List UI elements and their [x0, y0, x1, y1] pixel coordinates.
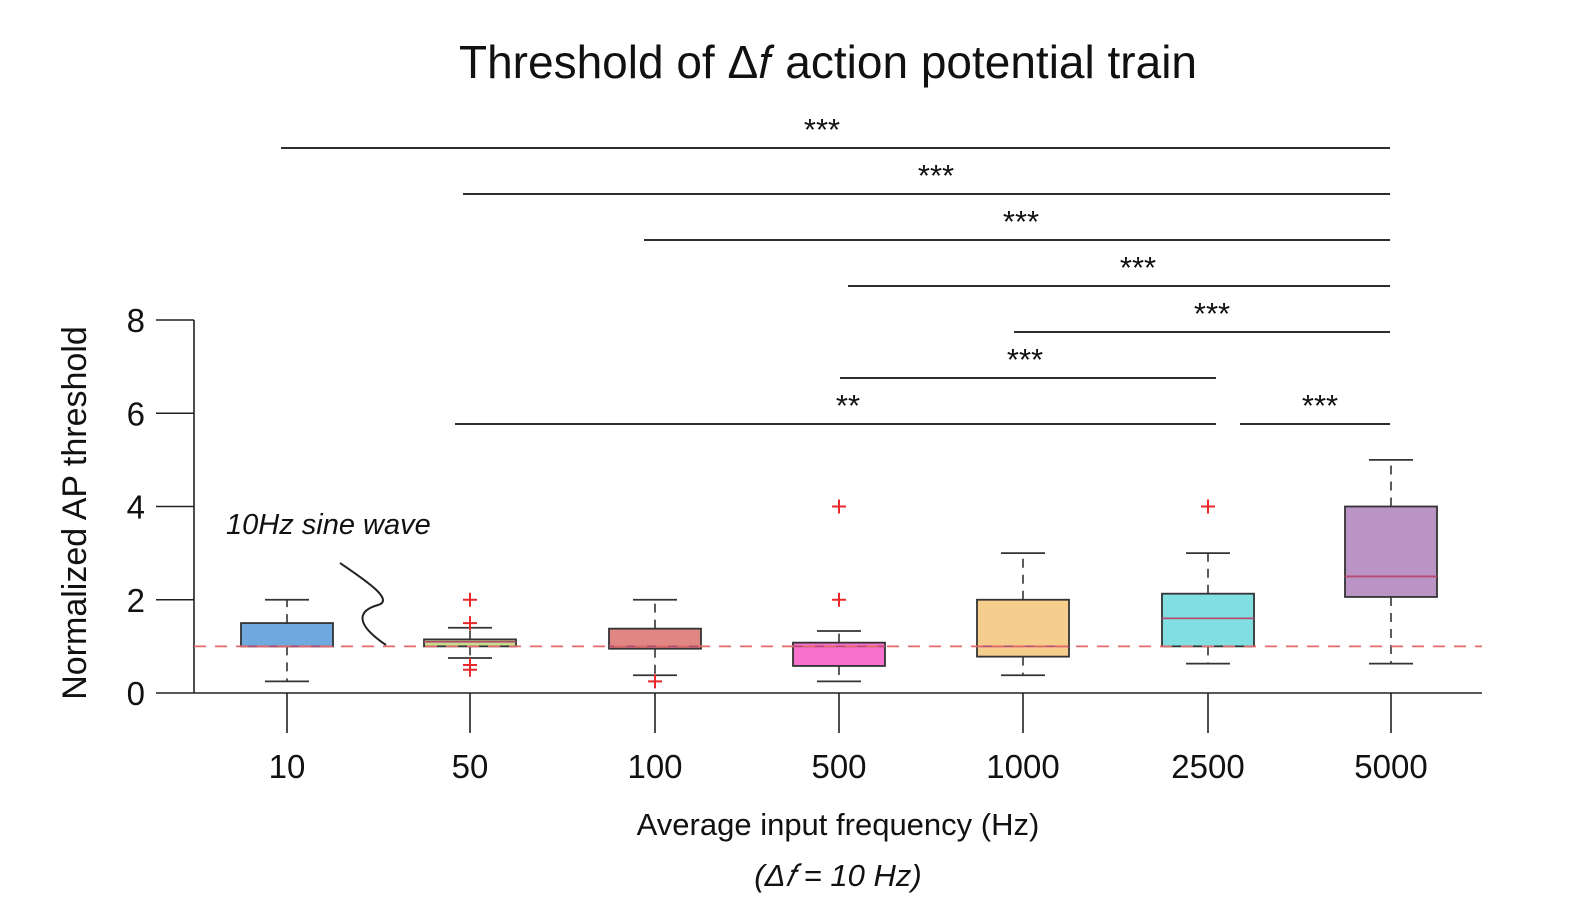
significance-label: *** [1120, 250, 1156, 285]
y-axis-label: Normalized AP threshold [56, 326, 94, 700]
x-tick-label: 2500 [1171, 748, 1244, 785]
y-tick-label: 2 [127, 582, 145, 619]
box-2500 [1161, 499, 1255, 665]
sine-wave-annotation: 10Hz sine wave [226, 509, 431, 541]
x-tick-label: 500 [811, 748, 866, 785]
outlier-point [832, 592, 846, 607]
x-axis-label: Average input frequency (Hz) [637, 807, 1040, 842]
y-tick-label: 8 [127, 302, 145, 339]
box-body [1344, 505, 1438, 598]
significance-label: *** [1003, 204, 1039, 239]
significance-1000-5000: *** [1014, 296, 1390, 333]
box-100 [608, 598, 702, 689]
significance-label: *** [1194, 296, 1230, 331]
box-10 [240, 598, 334, 683]
box-body [608, 627, 702, 650]
annotation-pointer [339, 562, 387, 646]
outlier-point [1201, 499, 1215, 514]
significance-100-5000: *** [644, 204, 1390, 241]
significance-2500-5000: *** [1240, 388, 1390, 425]
boxes [240, 458, 1438, 689]
box-body [240, 622, 334, 648]
box-5000 [1344, 458, 1438, 665]
significance-label: *** [918, 158, 954, 193]
significance-10-5000: *** [281, 112, 1390, 149]
significance-50-2500: ** [455, 388, 1216, 425]
box-body [1161, 592, 1255, 648]
x-tick-label: 5000 [1354, 748, 1427, 785]
x-axis-sublabel: (Δ𝑓 = 10 Hz) [754, 858, 921, 893]
y-tick-label: 0 [127, 675, 145, 712]
y-tick-label: 4 [127, 489, 145, 526]
x-tick-label: 10 [269, 748, 306, 785]
box-body [792, 641, 886, 667]
significance-50-5000: *** [463, 158, 1390, 195]
annotation-group: 10Hz sine wave [226, 509, 431, 646]
significance-500-2500: *** [840, 342, 1216, 379]
y-tick-label: 6 [127, 395, 145, 432]
x-tick-label: 1000 [986, 748, 1059, 785]
box-50 [423, 592, 517, 677]
outlier-point [463, 616, 477, 631]
box-500 [792, 499, 886, 683]
outlier-point [463, 662, 477, 677]
significance-label: ** [836, 388, 860, 423]
significance-500-5000: *** [848, 250, 1390, 287]
chart-title: Threshold of Δ𝑓 action potential train [459, 36, 1197, 88]
box-body [976, 598, 1070, 658]
outlier-point [463, 592, 477, 607]
significance-bars: ******************** *** [281, 112, 1390, 425]
outlier-point [832, 499, 846, 514]
box-body [423, 638, 517, 648]
x-tick-label: 50 [452, 748, 489, 785]
axes: 0 2 4 6 8 10 50 100 500 1000 2500 5000 [127, 302, 1482, 785]
x-tick-label: 100 [627, 748, 682, 785]
significance-label: *** [1007, 342, 1043, 377]
significance-label: *** [1302, 388, 1338, 423]
box-1000 [976, 552, 1070, 677]
significance-label: *** [804, 112, 840, 147]
outlier-point [648, 674, 662, 689]
